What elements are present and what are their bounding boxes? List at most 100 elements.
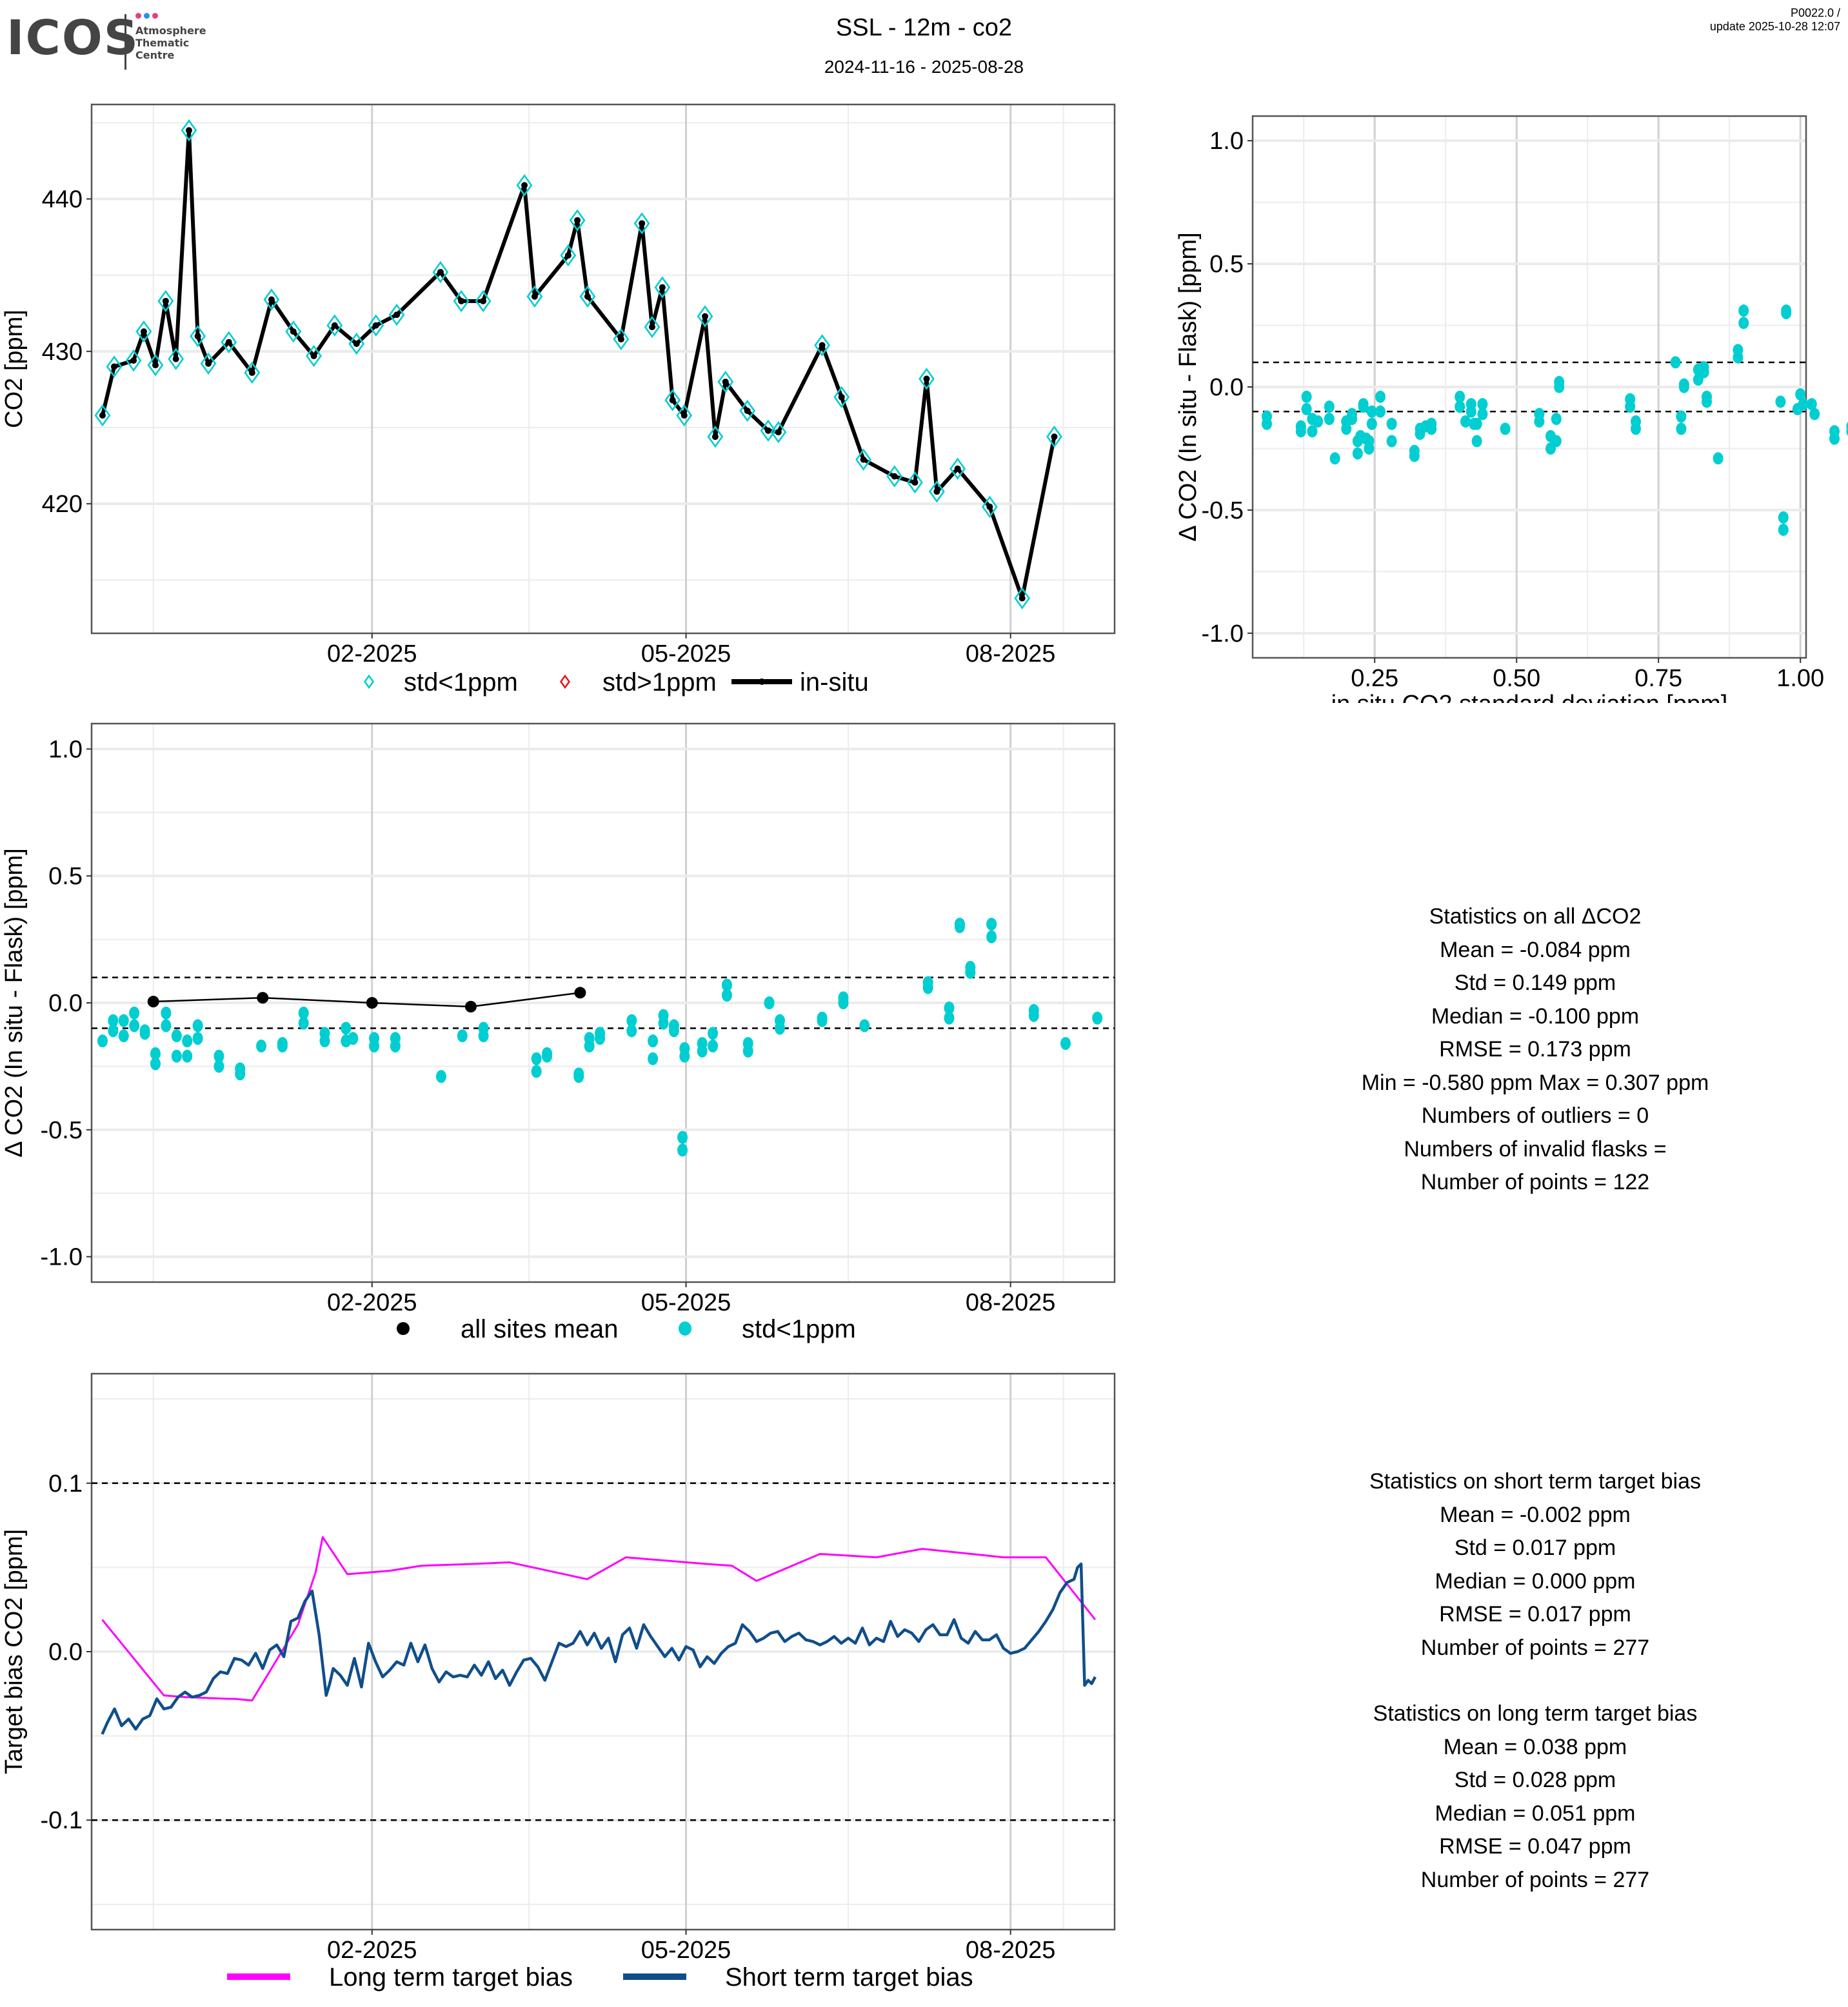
delta-point [235, 1067, 246, 1081]
delta-point [161, 1019, 172, 1033]
in-situ-point [584, 293, 591, 300]
std-lt-1ppm-marker [814, 334, 831, 357]
scatter-point [1678, 381, 1689, 393]
logo-sub-line: Centre [135, 49, 175, 61]
in-situ-point [140, 328, 147, 335]
scatter-point [1778, 523, 1789, 536]
stats-line: Mean = -0.084 ppm [1440, 937, 1631, 962]
std-lt-1ppm-marker [1014, 587, 1031, 609]
stats-long-term-panel: Statistics on long term target bias Mean… [1245, 1697, 1825, 1897]
scatter-point [1386, 435, 1397, 448]
update-timestamp: update 2025-10-28 12:07 [1709, 20, 1840, 33]
in-situ-point [617, 335, 624, 342]
x-tick-label: 05-2025 [641, 640, 731, 667]
std-lt-1ppm-marker [106, 355, 123, 378]
delta-point [626, 1024, 637, 1038]
y-tick-label: 420 [42, 491, 83, 518]
scatter-point [1460, 415, 1471, 428]
scatter-point [1329, 452, 1340, 465]
x-tick-label: 08-2025 [966, 1289, 1055, 1316]
std-lt-1ppm-marker [981, 495, 998, 519]
y-tick-label: 1.0 [48, 736, 83, 763]
in-situ-point [172, 355, 179, 362]
delta-point [129, 1006, 140, 1020]
delta-point [838, 991, 849, 1005]
in-situ-point [531, 293, 538, 300]
in-situ-point [162, 297, 169, 304]
legend-std-lt-1ppm-icon [363, 674, 375, 689]
scatter-point [1676, 422, 1687, 435]
logo-wordmark: ICOS [6, 10, 140, 66]
logo-dot [152, 13, 158, 19]
logo-dot [135, 13, 141, 19]
delta-point [626, 1014, 637, 1027]
plot-grid [92, 724, 1115, 1282]
delta-points [97, 917, 1103, 1157]
in-situ-point [1051, 433, 1058, 440]
legend-label: Short term target bias [725, 1963, 973, 1992]
delta-point [742, 1044, 753, 1058]
in-situ-point [819, 342, 826, 349]
std-lt-1ppm-marker [654, 276, 671, 299]
co2-timeseries-chart: 02-2025 05-2025 08-2025 420 430 440 CO2 [ppm] s… [1, 103, 1116, 697]
icos-logo: ICOS Atmosphere Thematic Centre [6, 9, 219, 70]
x-tick-label: 0.50 [1493, 665, 1540, 692]
delta-point [708, 1039, 719, 1053]
scatter-point [1551, 413, 1562, 426]
y-tick-label: 1.0 [1209, 128, 1244, 155]
in-situ-point [649, 324, 656, 331]
legend: all sites mean std<1ppm [397, 1315, 856, 1343]
version-info: P0022.0 / update 2025-10-28 12:07 [1710, 6, 1840, 34]
y-axis-label: Δ CO2 (In situ - Flask) [ppm] [1, 848, 28, 1157]
scatter-point [1625, 400, 1636, 413]
std-lt-1ppm-marker [855, 448, 872, 471]
logo-dots-icon [135, 13, 158, 19]
in-situ-point [669, 397, 676, 404]
stats-line: RMSE = 0.017 ppm [1439, 1602, 1631, 1626]
in-situ-point [838, 393, 845, 400]
delta-point [668, 1024, 679, 1038]
delta-point [150, 1047, 161, 1060]
std-lt-1ppm-marker [697, 305, 713, 328]
scatter-point [1375, 390, 1386, 403]
stats-line: Std = 0.149 ppm [1454, 971, 1616, 995]
logo-dot [144, 13, 150, 19]
delta-point [277, 1039, 288, 1053]
y-tick-label: 0.5 [48, 863, 83, 890]
std-lt-1ppm-marker [569, 209, 586, 232]
std-lt-1ppm-marker [949, 457, 966, 480]
y-tick-label: -0.5 [41, 1117, 83, 1144]
in-situ-point [659, 284, 666, 291]
std-lt-1ppm-marker [664, 389, 681, 411]
scatter-point [1795, 388, 1806, 400]
scatter-point [1262, 417, 1272, 430]
legend-label: all sites mean [461, 1315, 619, 1343]
scatter-point [1409, 450, 1420, 462]
scatter-point [1806, 398, 1817, 411]
legend-label: std<1ppm [404, 668, 518, 697]
delta-point [708, 1027, 719, 1040]
in-situ-point [480, 297, 487, 304]
delta-point [341, 1022, 352, 1035]
delta-point [531, 1052, 542, 1065]
plot-border [90, 103, 1116, 635]
y-tick-label: -0.5 [1202, 497, 1244, 524]
delta-point [118, 1014, 129, 1027]
delta-point [435, 1070, 446, 1083]
delta-point [648, 1034, 659, 1048]
delta-point [129, 1019, 140, 1033]
std-lt-1ppm-marker [760, 419, 777, 442]
std-lt-1ppm-marker [388, 303, 405, 326]
legend-in-situ-dot [759, 678, 765, 685]
target-bias-chart: 02-2025 05-2025 08-2025 -0.1 0.0 0.1 Target bi… [1, 1372, 1116, 1992]
legend-label: std>1ppm [602, 668, 717, 697]
std-lt-1ppm-marker [326, 314, 343, 337]
std-lt-1ppm-marker [770, 420, 787, 444]
in-situ-point [205, 360, 212, 367]
in-situ-point [393, 311, 401, 319]
delta-point [298, 1016, 309, 1030]
std-lt-1ppm-marker [244, 361, 261, 384]
scatter-point [1500, 422, 1511, 435]
scatter-point [1738, 317, 1749, 330]
scatter-point [1477, 398, 1488, 411]
